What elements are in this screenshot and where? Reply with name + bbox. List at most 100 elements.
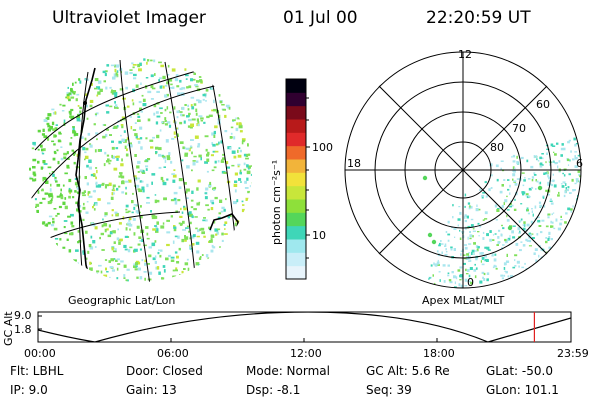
polar-emission-dot [518,265,520,268]
geo-emission-dot [182,146,185,149]
geo-emission-dot [111,230,115,233]
geo-emission-dot [220,210,224,213]
geo-emission-dot [204,192,208,194]
polar-emission-dot [500,160,504,162]
polar-emission-dot [491,174,493,177]
geo-emission-dot [174,201,178,205]
geo-emission-dot [47,201,52,205]
geo-emission-dot [101,183,105,186]
geo-emission-dot [87,250,90,254]
polar-emission-dot [501,277,504,280]
geo-emission-dot [118,140,122,144]
geo-emission-dot [176,85,180,88]
geo-emission-dot [141,259,144,262]
polar-emission-dot [550,202,554,205]
geo-emission-dot [166,178,169,181]
geo-emission-dot [148,254,152,258]
geo-emission-dot [175,267,178,271]
geo-emission-dot [95,114,97,117]
geo-emission-dot [107,234,112,238]
polar-emission-dot [461,276,463,280]
polar-emission-dot [536,233,539,236]
geo-emission-dot [61,110,65,112]
geo-emission-dot [152,228,156,231]
geo-emission-dot [143,271,147,273]
geo-emission-dot [54,111,57,115]
polar-emission-dot [483,278,486,281]
polar-emission-dot [553,151,555,153]
polar-emission-dot [552,173,554,176]
geo-emission-dot [247,143,249,147]
footer-glat: GLat: -50.0 [486,364,553,378]
geo-emission-dot [93,123,96,126]
geo-emission-dot [111,214,114,217]
geo-emission-dot [178,178,183,182]
polar-emission-dot [482,219,485,221]
geo-emission-dot [82,206,86,210]
geo-emission-dot [124,71,129,75]
polar-emission-dot [510,200,512,202]
polar-emission-dot [483,272,486,276]
geo-emission-dot [42,128,45,132]
polar-emission-dot [535,259,538,262]
geo-emission-dot [125,208,128,211]
polar-emission-dot [506,219,510,222]
polar-emission-dot [560,215,562,218]
geo-emission-dot [124,248,128,251]
geo-emission-dot [185,74,189,77]
geo-emission-dot [141,180,144,183]
polar-emission-dot [458,283,461,287]
geo-emission-dot [143,58,146,61]
colorbar-tick-100: 100 [312,141,333,154]
geo-emission-dot [190,104,193,107]
geo-emission-dot [188,213,193,217]
geo-emission-dot [89,104,93,108]
geo-emission-dot [142,172,146,174]
geo-emission-dot [51,140,55,143]
geo-emission-dot [125,180,129,183]
polar-emission-dot [546,152,548,155]
geo-emission-dot [70,213,74,217]
geo-emission-dot [52,128,57,131]
geo-emission-dot [233,136,236,140]
polar-emission-dot [534,248,538,251]
geo-emission-dot [174,251,178,254]
geo-emission-dot [133,175,137,178]
geo-emission-dot [155,121,159,125]
geo-emission-dot [162,155,166,158]
polar-emission-dot [486,278,489,282]
footer-seq: Seq: 39 [366,383,412,397]
polar-emission-dot [466,253,469,256]
polar-emission-dot [578,173,581,176]
polar-emission-dot [460,253,462,256]
geo-emission-dot [172,275,177,279]
geo-emission-dot [112,184,116,188]
geo-emission-dot [158,153,162,157]
geo-emission-dot [211,109,215,112]
polar-emission-dot [563,194,566,198]
geo-emission-dot [125,227,128,231]
geo-emission-dot [52,220,55,224]
geo-emission-dot [132,102,135,106]
polar-emission-dot [436,261,440,265]
geo-emission-dot [131,62,134,65]
geo-emission-dot [164,108,167,112]
orbit-ytick-bottom: 1.8 [14,323,32,336]
geo-emission-dot [86,182,89,186]
geo-emission-dot [247,165,251,169]
polar-emission-dot [481,263,485,266]
polar-emission-dot [444,243,447,246]
geo-emission-dot [167,64,170,68]
geo-emission-dot [138,236,142,239]
geo-emission-dot [129,144,133,148]
polar-emission-dot [550,225,552,228]
geo-emission-dot [137,140,141,144]
geo-emission-dot [143,244,147,247]
geo-emission-dot [203,121,206,124]
geo-emission-dot [138,189,143,193]
geo-emission-dot [204,196,208,200]
geo-emission-dot [225,198,227,201]
geo-emission-dot [103,80,106,83]
polar-emission-dot [507,238,509,242]
polar-emission-dot [537,160,540,162]
